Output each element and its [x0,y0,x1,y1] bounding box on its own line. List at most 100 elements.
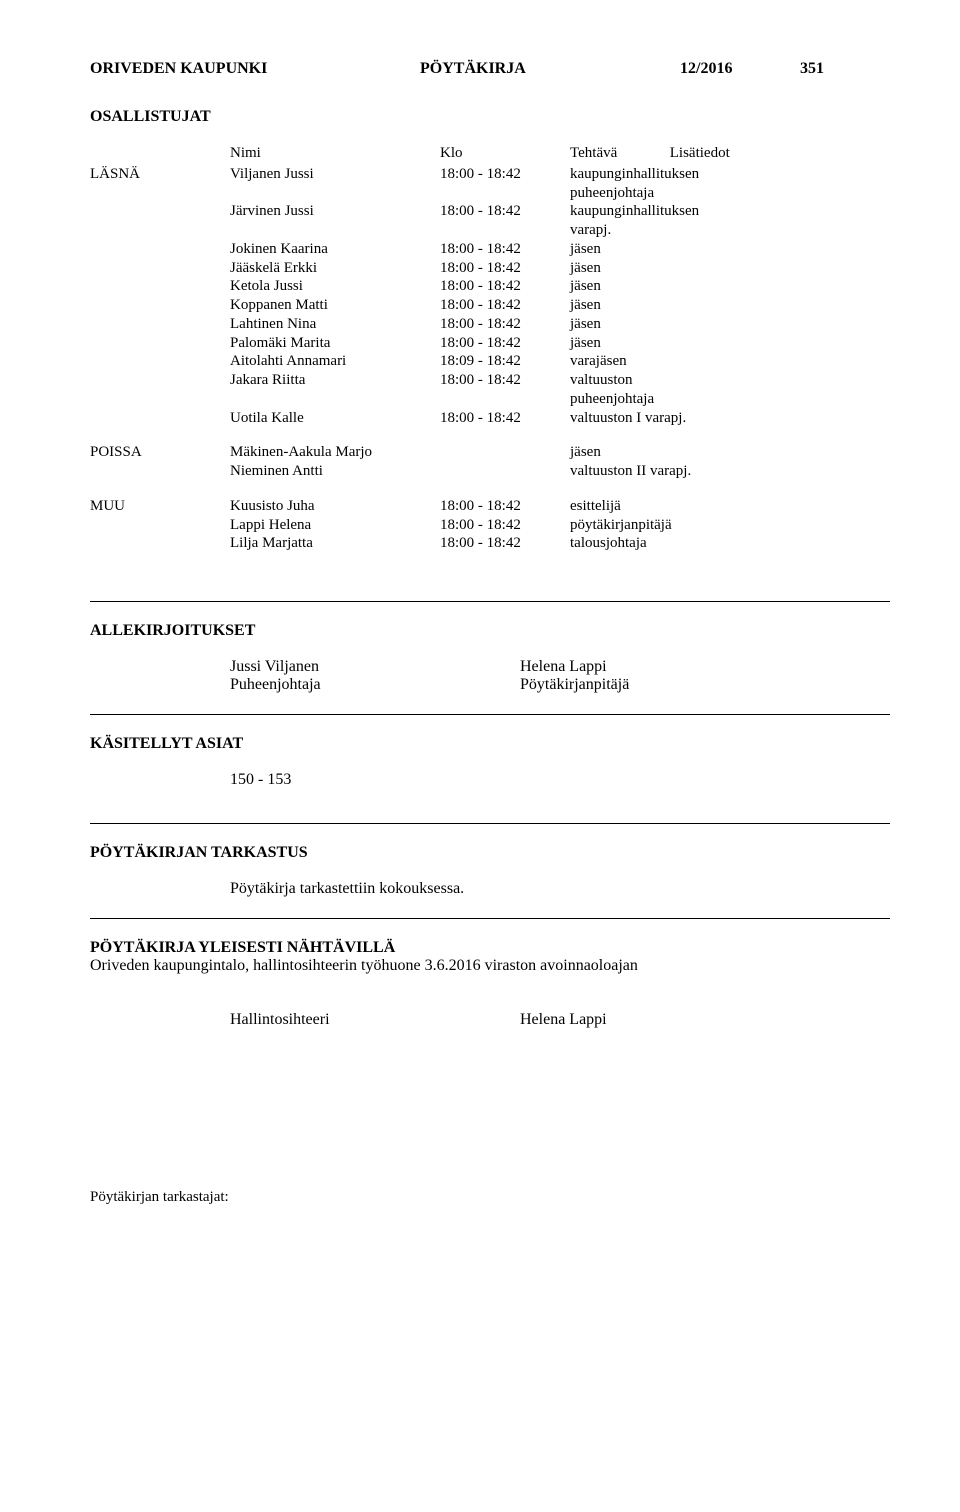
col-header-name: Nimi [230,144,440,163]
attendee-name: Jakara Riitta [230,371,440,390]
group-label [90,409,230,428]
sig-right-name: Helena Lappi [520,658,629,676]
group-label [90,259,230,278]
attendee-row: Lappi Helena18:00 - 18:42pöytäkirjanpitä… [90,516,890,535]
public-text: Oriveden kaupungintalo, hallintosihteeri… [90,957,890,975]
attendee-role: jäsen [570,443,890,462]
attendee-row: Palomäki Marita18:00 - 18:42jäsen [90,334,890,353]
attendee-time: 18:09 - 18:42 [440,352,570,371]
attendee-time [440,443,570,462]
attendee-time: 18:00 - 18:42 [440,534,570,553]
participants-title: OSALLISTUJAT [90,108,890,126]
col-header-role: Tehtävä Lisätiedot [570,144,890,163]
attendee-name: Koppanen Matti [230,296,440,315]
header-doc-type: PÖYTÄKIRJA [420,60,680,78]
attendee-name: Jokinen Kaarina [230,240,440,259]
attendee-name: Ketola Jussi [230,277,440,296]
attendee-time: 18:00 - 18:42 [440,296,570,315]
attendee-role: jäsen [570,296,890,315]
attendee-row: MUUKuusisto Juha18:00 - 18:42esittelijä [90,497,890,516]
attendee-role: varajäsen [570,352,890,371]
attendee-row: Jakara Riitta18:00 - 18:42valtuuston [90,371,890,390]
attendee-name: Kuusisto Juha [230,497,440,516]
attendee-role: jäsen [570,334,890,353]
attendee-role: esittelijä [570,497,890,516]
matters-title: KÄSITELLYT ASIAT [90,735,890,753]
signatures-title: ALLEKIRJOITUKSET [90,622,890,640]
divider [90,601,890,602]
attendee-role: talousjohtaja [570,534,890,553]
attendees-block: Nimi Klo Tehtävä Lisätiedot LÄSNÄViljane… [90,144,890,553]
attendee-role: pöytäkirjanpitäjä [570,516,890,535]
attendee-time: 18:00 - 18:42 [440,334,570,353]
attendee-name: Lahtinen Nina [230,315,440,334]
group-label [90,462,230,481]
attendee-name: Viljanen Jussi [230,165,440,184]
attendee-row: Aitolahti Annamari18:09 - 18:42varajäsen [90,352,890,371]
attendee-role: jäsen [570,315,890,334]
group-label [90,315,230,334]
attendee-role: kaupunginhallituksen [570,165,890,184]
attendee-row-cont: puheenjohtaja [90,184,890,203]
attendee-role: jäsen [570,259,890,278]
divider [90,918,890,919]
attendee-role: valtuuston II varapj. [570,462,890,481]
signatures-block: Jussi Viljanen Puheenjohtaja Helena Lapp… [230,658,890,694]
group-label [90,516,230,535]
attendee-name: Järvinen Jussi [230,202,440,221]
group-label [90,277,230,296]
attendee-row: Ketola Jussi18:00 - 18:42jäsen [90,277,890,296]
sig-left-name: Jussi Viljanen [230,658,520,676]
header-page-total: 351 [800,60,824,78]
attendee-name: Aitolahti Annamari [230,352,440,371]
attendee-row: Jääskelä Erkki18:00 - 18:42jäsen [90,259,890,278]
divider [90,714,890,715]
public-block: PÖYTÄKIRJA YLEISESTI NÄHTÄVILLÄ Oriveden… [90,939,890,975]
review-text: Pöytäkirja tarkastettiin kokouksessa. [230,880,890,898]
group-label: MUU [90,497,230,516]
attendee-role-line2: puheenjohtaja [570,184,890,203]
secretary-role: Hallintosihteeri [230,1011,520,1029]
attendee-role-line2: puheenjohtaja [570,390,890,409]
secretary-block: Hallintosihteeri Helena Lappi [230,1011,890,1029]
secretary-name: Helena Lappi [520,1011,607,1029]
group-label [90,202,230,221]
attendee-row: Nieminen Antti valtuuston II varapj. [90,462,890,481]
attendee-role: valtuuston I varapj. [570,409,890,428]
attendee-row: Järvinen Jussi18:00 - 18:42kaupunginhall… [90,202,890,221]
attendee-name: Mäkinen-Aakula Marjo [230,443,440,462]
group-label [90,534,230,553]
attendee-role: jäsen [570,240,890,259]
attendee-time: 18:00 - 18:42 [440,409,570,428]
group-label [90,352,230,371]
sig-right-role: Pöytäkirjanpitäjä [520,676,629,694]
divider [90,823,890,824]
group-label [90,296,230,315]
group-label [90,371,230,390]
group-label [90,240,230,259]
sig-left-role: Puheenjohtaja [230,676,520,694]
document-header: ORIVEDEN KAUPUNKI PÖYTÄKIRJA 12/2016 351 [90,60,890,78]
attendee-role: jäsen [570,277,890,296]
attendee-time: 18:00 - 18:42 [440,277,570,296]
attendee-time: 18:00 - 18:42 [440,371,570,390]
header-organization: ORIVEDEN KAUPUNKI [90,60,420,78]
attendee-time: 18:00 - 18:42 [440,240,570,259]
attendee-time [440,462,570,481]
attendee-row-cont: varapj. [90,221,890,240]
attendee-name: Palomäki Marita [230,334,440,353]
attendee-time: 18:00 - 18:42 [440,202,570,221]
attendee-name: Nieminen Antti [230,462,440,481]
group-label [90,334,230,353]
attendee-row: Koppanen Matti18:00 - 18:42jäsen [90,296,890,315]
attendee-time: 18:00 - 18:42 [440,516,570,535]
attendee-row: Lilja Marjatta18:00 - 18:42talousjohtaja [90,534,890,553]
header-doc-number: 12/2016 [680,60,800,78]
attendee-role: valtuuston [570,371,890,390]
attendee-name: Jääskelä Erkki [230,259,440,278]
attendee-row: Jokinen Kaarina18:00 - 18:42jäsen [90,240,890,259]
matters-range: 150 - 153 [230,771,890,789]
attendees-header-row: Nimi Klo Tehtävä Lisätiedot [90,144,890,163]
col-left-spacer [90,144,230,163]
attendee-row: POISSAMäkinen-Aakula Marjojäsen [90,443,890,462]
